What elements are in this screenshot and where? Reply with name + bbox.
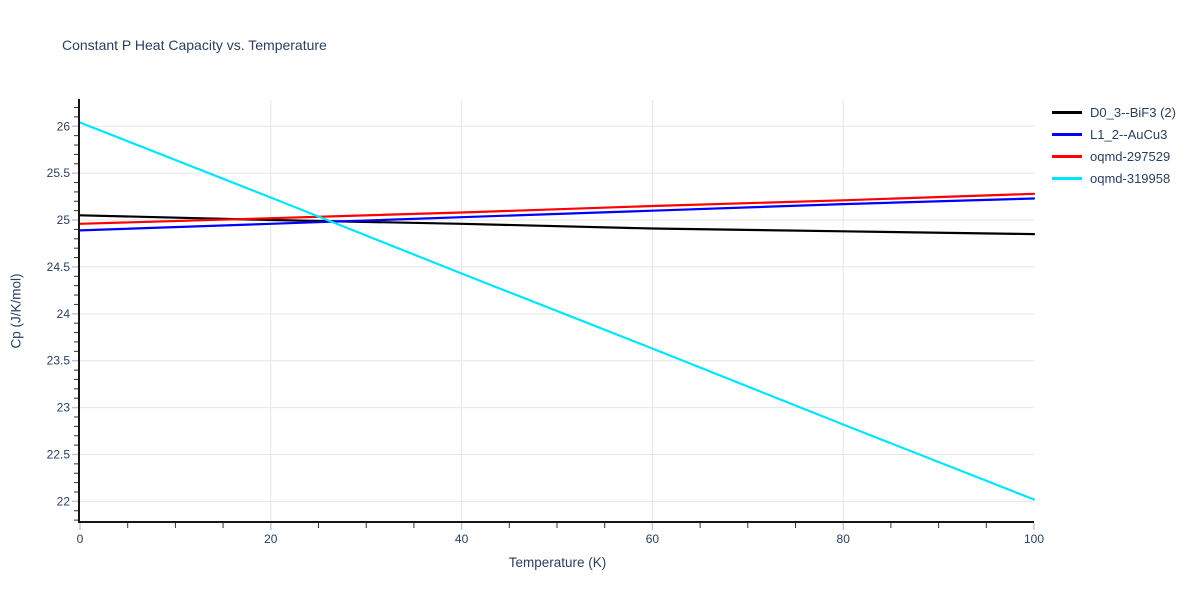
legend-item[interactable]: oqmd-297529 (1052, 145, 1176, 167)
legend: D0_3--BiF3 (2) L1_2--AuCu3 oqmd-297529 oqmd… (1052, 101, 1176, 189)
legend-item[interactable]: D0_3--BiF3 (2) (1052, 101, 1176, 123)
y-tick-label: 23.5 (47, 354, 71, 368)
y-axis-title: Cp (J/K/mol) (8, 273, 24, 349)
legend-label: oqmd-319958 (1090, 170, 1171, 186)
y-tick-label: 24 (57, 307, 71, 321)
legend-item[interactable]: oqmd-319958 (1052, 167, 1176, 189)
x-tick-label: 40 (455, 532, 469, 546)
x-tick-label: 100 (1024, 532, 1044, 546)
x-axis-title: Temperature (K) (508, 555, 607, 570)
y-tick-label: 23 (57, 401, 71, 415)
legend-item[interactable]: L1_2--AuCu3 (1052, 123, 1176, 145)
legend-swatch-line (1052, 132, 1082, 136)
y-tick-label: 26 (57, 119, 71, 133)
y-tick-label: 22 (57, 494, 71, 508)
series-line-oqmd-319958[interactable] (78, 121, 1036, 501)
legend-label: oqmd-297529 (1090, 148, 1171, 164)
legend-label: L1_2--AuCu3 (1090, 126, 1168, 142)
y-tick-label: 24.5 (47, 260, 71, 274)
y-tick-label: 22.5 (47, 447, 71, 461)
y-tick-label: 25.5 (47, 166, 71, 180)
legend-label: D0_3--BiF3 (2) (1090, 104, 1176, 120)
x-tick-label: 80 (837, 532, 851, 546)
chart-title: Constant P Heat Capacity vs. Temperature (62, 37, 327, 53)
x-tick-label: 20 (264, 532, 278, 546)
series-line-L1_2--AuCu3[interactable] (78, 197, 1036, 232)
legend-swatch-line (1052, 176, 1082, 180)
y-tick-label: 25 (57, 213, 71, 227)
legend-swatch-line (1052, 110, 1082, 114)
series-line-oqmd-297529[interactable] (78, 192, 1036, 225)
x-tick-label: 60 (646, 532, 660, 546)
x-tick-label: 0 (77, 532, 84, 546)
legend-swatch-line (1052, 154, 1082, 158)
